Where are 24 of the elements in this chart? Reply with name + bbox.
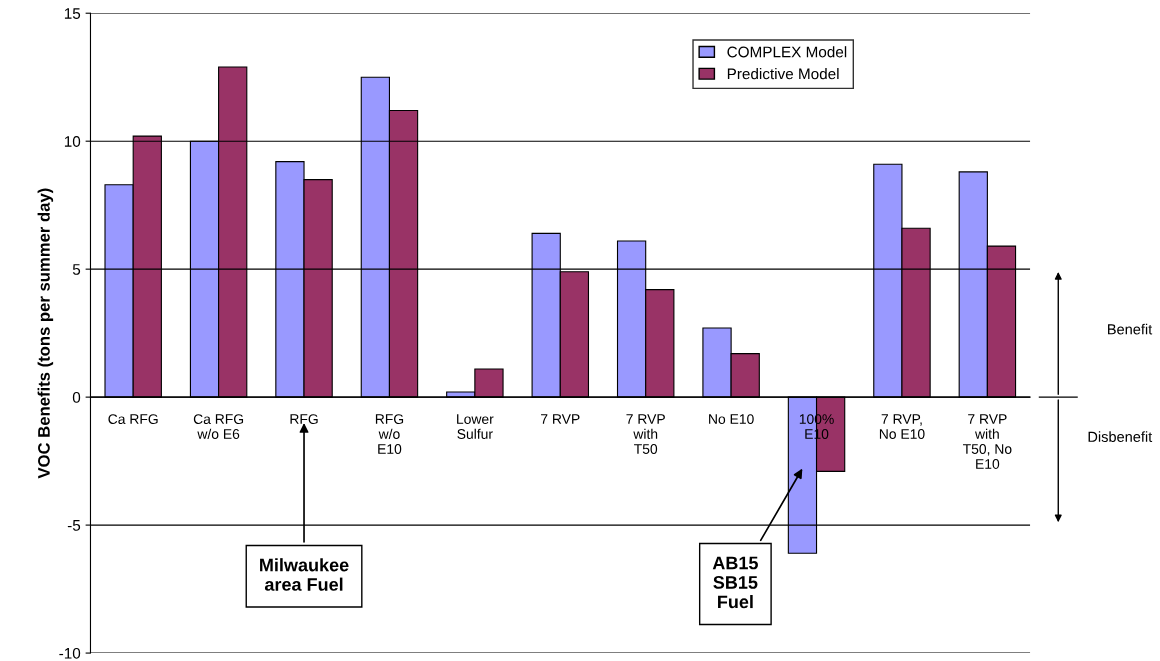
x-tick-label: 100% E10 (799, 414, 834, 439)
text: Disbenefit (1088, 431, 1153, 442)
x-tick-label: 7 RVP with T50 (626, 414, 665, 454)
x-tick-label: Ca RFG (108, 414, 158, 424)
legend-label: Predictive Model (727, 68, 839, 80)
x-tick-label: No E10 (709, 414, 754, 424)
text: Benefit (1108, 323, 1153, 335)
x-tick-label: Lower Sulfur (457, 414, 494, 439)
legend-label: COMPLEX Model (727, 46, 847, 58)
y-tick-label: 5 (72, 264, 81, 275)
annotation: AB15 SB15 Fuel (712, 556, 758, 609)
y-axis-title: VOC Benefits (tons per summer day) (37, 188, 54, 479)
x-tick-label: RFG w/o E10 (375, 414, 404, 454)
y-tick-label: 10 (64, 136, 81, 147)
x-tick-label: 7 RVP, No E10 (879, 414, 925, 439)
x-tick-label: 7 RVP (541, 414, 580, 424)
annotation: Milwaukee area Fuel (260, 558, 349, 591)
x-tick-label: RFG (290, 414, 318, 424)
y-tick-label: -5 (67, 520, 81, 531)
x-tick-label: 7 RVP with T50, No E10 (962, 414, 1012, 469)
x-tick-label: Ca RFG w/o E6 (193, 414, 244, 439)
y-tick-label: 0 (72, 392, 81, 403)
y-tick-label: -10 (59, 647, 81, 659)
y-tick-label: 15 (64, 8, 81, 19)
